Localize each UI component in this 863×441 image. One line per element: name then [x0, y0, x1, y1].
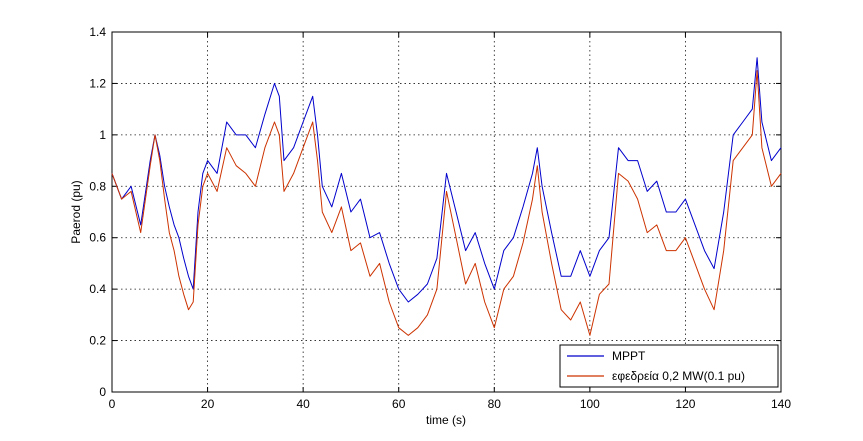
legend-label-mppt: MPPT — [612, 349, 646, 363]
legend-label-reserve: εφεδρεία 0,2 MW(0.1 pu) — [612, 369, 745, 383]
x-tick-label: 80 — [488, 397, 502, 411]
y-tick-label: 1.2 — [89, 76, 106, 90]
x-tick-label: 20 — [201, 397, 215, 411]
x-tick-label: 100 — [580, 397, 600, 411]
y-tick-label: 1.4 — [89, 25, 106, 39]
grid — [112, 32, 781, 392]
plot-area — [111, 31, 782, 393]
y-tick-label: 0.6 — [89, 231, 106, 245]
y-tick-label: 0 — [99, 385, 106, 399]
y-axis-ticks: 0 0.2 0.4 0.6 0.8 1 1.2 1.4 — [89, 25, 781, 399]
legend-box — [559, 344, 779, 388]
series-line-reserve — [111, 70, 782, 336]
x-axis-label: time (s) — [426, 413, 466, 427]
x-tick-label: 0 — [109, 397, 116, 411]
y-tick-label: 1 — [99, 128, 106, 142]
y-axis-label: Paerod (pu) — [69, 180, 83, 243]
x-tick-label: 60 — [392, 397, 406, 411]
y-tick-label: 0.4 — [89, 282, 106, 296]
x-tick-label: 140 — [771, 397, 791, 411]
legend: MPPT εφεδρεία 0,2 MW(0.1 pu) — [559, 344, 779, 388]
y-tick-label: 0.2 — [89, 334, 106, 348]
series-line-mppt — [111, 57, 782, 303]
x-tick-label: 40 — [296, 397, 310, 411]
x-axis-ticks: 0 20 40 60 80 100 120 140 — [109, 32, 791, 411]
x-tick-label: 120 — [675, 397, 695, 411]
series-lines — [111, 57, 782, 336]
y-tick-label: 0.8 — [89, 179, 106, 193]
